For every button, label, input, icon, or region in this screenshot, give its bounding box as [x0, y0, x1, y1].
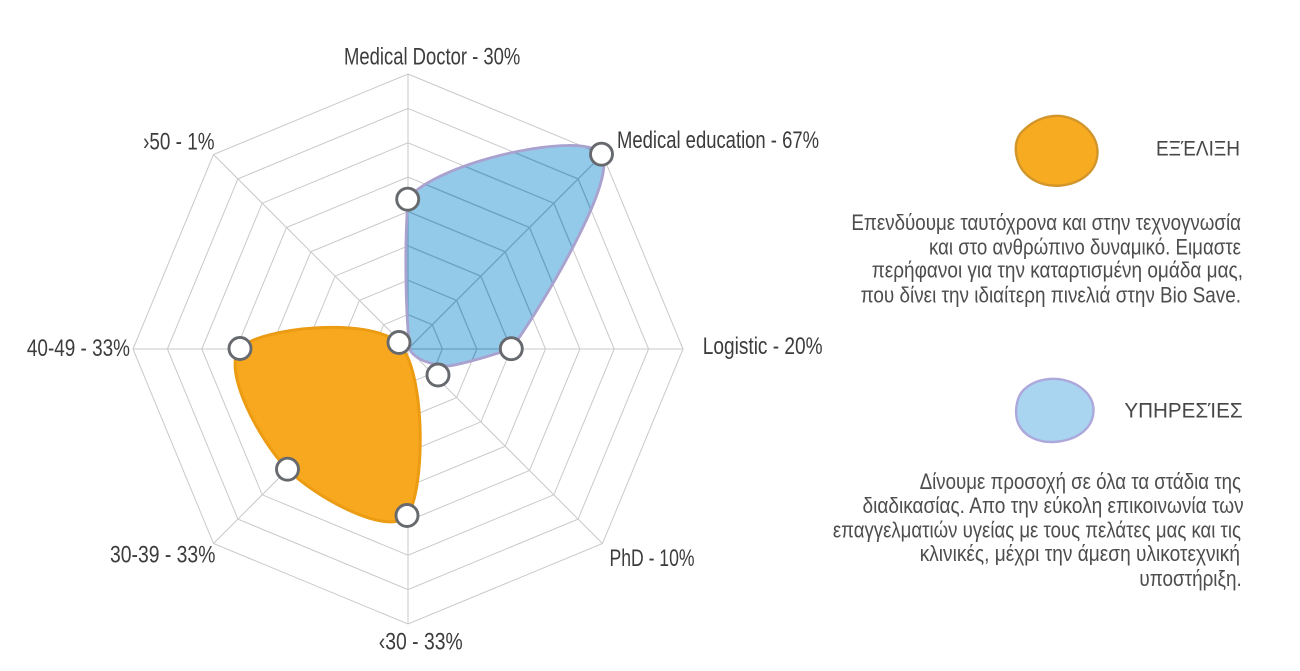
- svg-text:κλινικές, μέχρι την άμεση υλικ: κλινικές, μέχρι την άμεση υλικοτεχνική: [920, 541, 1240, 566]
- svg-text:υποστήριξη.: υποστήριξη.: [1139, 566, 1241, 591]
- svg-text:‹30 - 33%: ‹30 - 33%: [379, 629, 463, 656]
- svg-text:40-49 - 33%: 40-49 - 33%: [27, 335, 130, 362]
- svg-text:επαγγελματιών υγείας με τους π: επαγγελματιών υγείας με τους πελάτες μας…: [833, 518, 1241, 543]
- svg-text:PhD - 10%: PhD - 10%: [610, 545, 695, 572]
- svg-text:ΕΞΈΛΙΞΗ: ΕΞΈΛΙΞΗ: [1156, 138, 1240, 161]
- svg-text:30-39 - 33%: 30-39 - 33%: [110, 541, 215, 568]
- svg-text:ΥΠΗΡΕΣΊΕΣ: ΥΠΗΡΕΣΊΕΣ: [1124, 399, 1242, 422]
- svg-text:διαδικασίας. Απο την εύκολη επ: διαδικασίας. Απο την εύκολη επικοινωνία …: [863, 493, 1244, 518]
- svg-text:Δίνουμε προσοχή σε όλα τα στάδ: Δίνουμε προσοχή σε όλα τα στάδια της: [920, 469, 1241, 494]
- svg-text:›50 - 1%: ›50 - 1%: [143, 128, 214, 155]
- svg-text:Logistic - 20%: Logistic - 20%: [703, 333, 823, 360]
- svg-text:Medical education - 67%: Medical education - 67%: [617, 127, 819, 154]
- svg-text:περήφανοι για την καταρτισμένη: περήφανοι για την καταρτισμένη ομάδα μας…: [872, 258, 1243, 283]
- svg-text:και στο ανθρώπινο δυναμικό. Ει: και στο ανθρώπινο δυναμικό. Ειμαστε: [929, 235, 1241, 260]
- svg-text:που δίνει την ιδιαίτερη πινελι: που δίνει την ιδιαίτερη πινελιά στην Bio…: [861, 283, 1241, 308]
- svg-text:Medical Doctor - 30%: Medical Doctor - 30%: [344, 44, 520, 71]
- svg-text:Επενδύουμε ταυτόχρονα και στην: Επενδύουμε ταυτόχρονα και στην τεχνογνωσ…: [851, 210, 1241, 235]
